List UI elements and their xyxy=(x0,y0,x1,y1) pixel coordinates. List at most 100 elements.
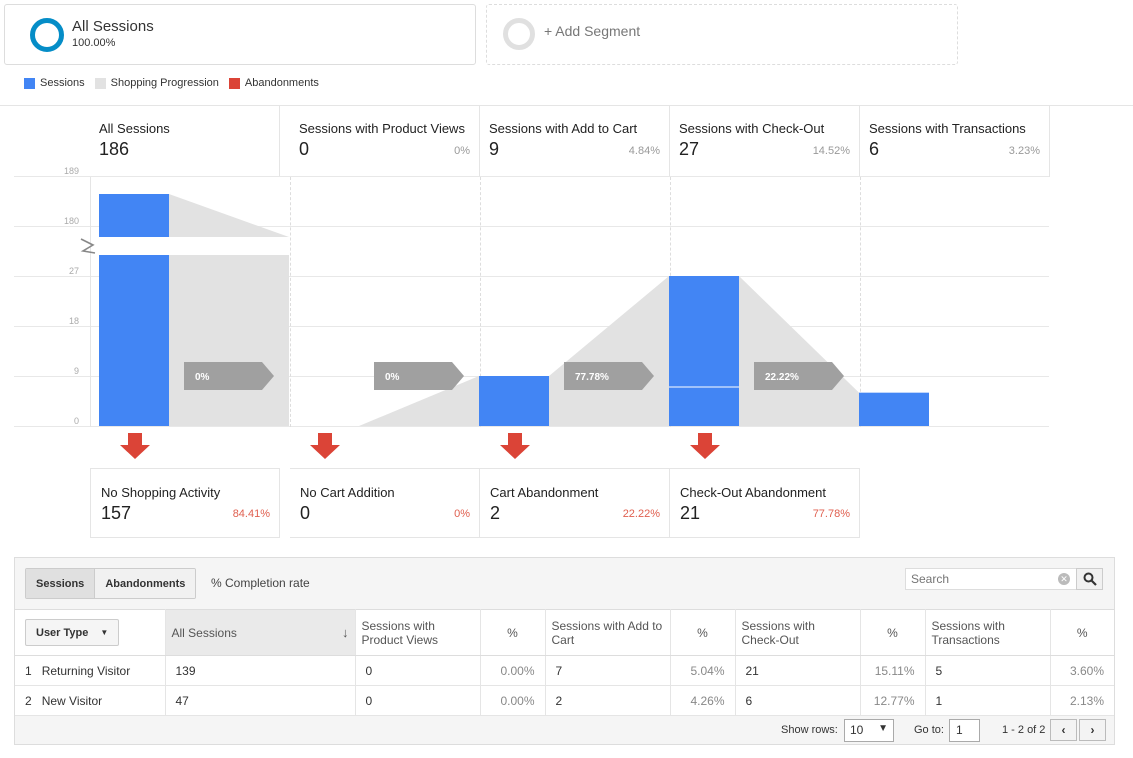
stage-value: 0 xyxy=(299,139,310,159)
view-toggle: Sessions Abandonments xyxy=(25,568,197,599)
column-header-all-sessions[interactable]: All Sessions ↓ xyxy=(165,609,356,656)
abandonment-value: 2 xyxy=(490,503,501,523)
search-box: ✕ xyxy=(905,568,1077,590)
legend-item-sessions: Sessions xyxy=(24,77,85,89)
search-button[interactable] xyxy=(1076,568,1103,590)
stage-header-check-out[interactable]: Sessions with Check-Out 27 14.52% xyxy=(670,106,860,177)
cell-transactions: 1 xyxy=(925,685,1051,716)
abandonment-cart[interactable]: Cart Abandonment 2 22.22% xyxy=(480,468,670,538)
table-header-row: User Type ▼ All Sessions ↓ Sessions with P… xyxy=(15,609,1114,656)
gridline xyxy=(14,426,1049,427)
column-label: All Sessions xyxy=(171,625,237,640)
gridline xyxy=(14,276,1049,277)
stage-header-add-to-cart[interactable]: Sessions with Add to Cart 9 4.84% xyxy=(480,106,670,177)
search-icon xyxy=(1083,572,1097,586)
row-user-type-link[interactable]: Returning Visitor xyxy=(41,663,131,678)
column-header-add-to-cart[interactable]: Sessions with Add to Cart xyxy=(545,609,671,656)
column-header-transactions[interactable]: Sessions with Transactions xyxy=(925,609,1051,656)
stage-title: All Sessions xyxy=(99,121,170,136)
stage-title: Sessions with Add to Cart xyxy=(489,121,638,136)
y-tick-label: 9 xyxy=(73,366,79,376)
add-segment-label: + Add Segment xyxy=(544,23,641,39)
prev-page-button[interactable]: ‹ xyxy=(1050,719,1077,741)
abandonment-check-out[interactable]: Check-Out Abandonment 21 77.78% xyxy=(670,468,860,538)
row-dimension-cell: 2 New Visitor xyxy=(15,685,166,716)
progression-shape xyxy=(359,376,479,426)
stage-value: 27 xyxy=(679,139,700,159)
gridline xyxy=(14,226,1049,227)
column-header-product-views[interactable]: Sessions with Product Views xyxy=(355,609,481,656)
chevron-right-icon: › xyxy=(1090,723,1095,737)
abandonment-percentage: 84.41% xyxy=(232,508,270,520)
dimension-selector[interactable]: User Type ▼ xyxy=(25,619,120,646)
abandonment-percentage: 22.22% xyxy=(622,508,660,520)
abandonment-value: 21 xyxy=(680,503,701,523)
legend-label: Abandonments xyxy=(244,77,319,89)
stage-percentage: 0% xyxy=(454,145,470,157)
data-table-panel: Sessions Abandonments % Completion rate … xyxy=(14,557,1115,745)
segment-percentage: 100.00% xyxy=(72,37,116,49)
abandonment-arrow-icon xyxy=(310,433,340,459)
divider xyxy=(0,105,1133,106)
sessions-bar xyxy=(479,376,549,426)
goto-page-input[interactable]: 1 xyxy=(949,719,980,742)
column-header-percent[interactable]: % xyxy=(1050,609,1114,656)
y-tick-label: 0 xyxy=(73,416,79,426)
abandonment-percentage: 77.78% xyxy=(812,508,850,520)
completion-rate-label[interactable]: % Completion rate xyxy=(211,576,310,590)
gridline xyxy=(14,326,1049,327)
next-page-button[interactable]: › xyxy=(1079,719,1106,741)
progression-rate-label: 0% xyxy=(195,372,210,383)
cell-product-views: 0 xyxy=(355,685,481,716)
gridline xyxy=(14,376,1049,377)
abandonment-title: Check-Out Abandonment xyxy=(680,485,826,500)
column-header-percent[interactable]: % xyxy=(480,609,546,656)
row-dimension-cell: 1 Returning Visitor xyxy=(15,655,166,686)
abandonment-no-shopping-activity[interactable]: No Shopping Activity 157 84.41% xyxy=(90,468,280,538)
legend-swatch xyxy=(228,77,240,89)
abandonment-arrow-icon xyxy=(690,433,720,459)
stage-header-all-sessions[interactable]: All Sessions 186 xyxy=(90,106,280,177)
dimension-label: User Type xyxy=(36,626,89,639)
cell-all-sessions: 47 xyxy=(165,685,356,716)
cell-check-out: 6 xyxy=(735,685,861,716)
tab-sessions[interactable]: Sessions xyxy=(26,569,96,598)
y-tick-label: 189 xyxy=(63,166,79,176)
rows-per-page-select[interactable]: 10 ▼ xyxy=(844,719,894,742)
column-separator xyxy=(480,177,481,427)
chart-legend: Sessions Shopping Progression Abandonmen… xyxy=(24,77,319,89)
chevron-left-icon: ‹ xyxy=(1061,723,1066,737)
column-header-percent[interactable]: % xyxy=(860,609,926,656)
page-range: 1 - 2 of 2 xyxy=(1002,724,1046,736)
cell-transactions: 5 xyxy=(925,655,1051,686)
tab-abandonments[interactable]: Abandonments xyxy=(95,569,196,598)
add-segment-button[interactable]: + Add Segment xyxy=(486,4,958,65)
gridline xyxy=(14,176,1049,177)
column-header-check-out[interactable]: Sessions with Check-Out xyxy=(735,609,861,656)
abandonment-no-cart-addition[interactable]: No Cart Addition 0 0% xyxy=(290,468,480,538)
stage-header-transactions[interactable]: Sessions with Transactions 6 3.23% xyxy=(860,106,1050,177)
abandonment-title: No Cart Addition xyxy=(300,485,395,500)
show-rows-label: Show rows: xyxy=(781,724,838,736)
row-index: 2 xyxy=(25,693,32,708)
column-header-percent[interactable]: % xyxy=(670,609,736,656)
rows-per-page-value: 10 xyxy=(850,723,864,737)
row-user-type-link[interactable]: New Visitor xyxy=(41,693,103,708)
segment-all-sessions[interactable]: All Sessions 100.00% xyxy=(4,4,476,65)
segment-ring-icon xyxy=(30,18,64,52)
cell-percent: 5.04% xyxy=(670,655,736,686)
stage-title: Sessions with Transactions xyxy=(869,121,1026,136)
legend-item-abandonments: Abandonments xyxy=(228,77,319,89)
cell-percent: 0.00% xyxy=(480,655,546,686)
legend-swatch xyxy=(24,77,35,89)
clear-search-icon[interactable]: ✕ xyxy=(1058,573,1070,585)
stage-title: Sessions with Product Views xyxy=(299,121,465,136)
stage-header-product-views[interactable]: Sessions with Product Views 0 0% xyxy=(290,106,480,177)
y-tick-label: 27 xyxy=(68,266,79,276)
table-row: 1 Returning Visitor 139 0 0.00% 7 5.04% … xyxy=(15,655,1114,686)
cell-product-views: 0 xyxy=(355,655,481,686)
cell-check-out: 21 xyxy=(735,655,861,686)
abandonment-arrow-icon xyxy=(120,433,150,459)
y-tick-label: 18 xyxy=(68,316,79,326)
search-input[interactable] xyxy=(906,569,1046,589)
